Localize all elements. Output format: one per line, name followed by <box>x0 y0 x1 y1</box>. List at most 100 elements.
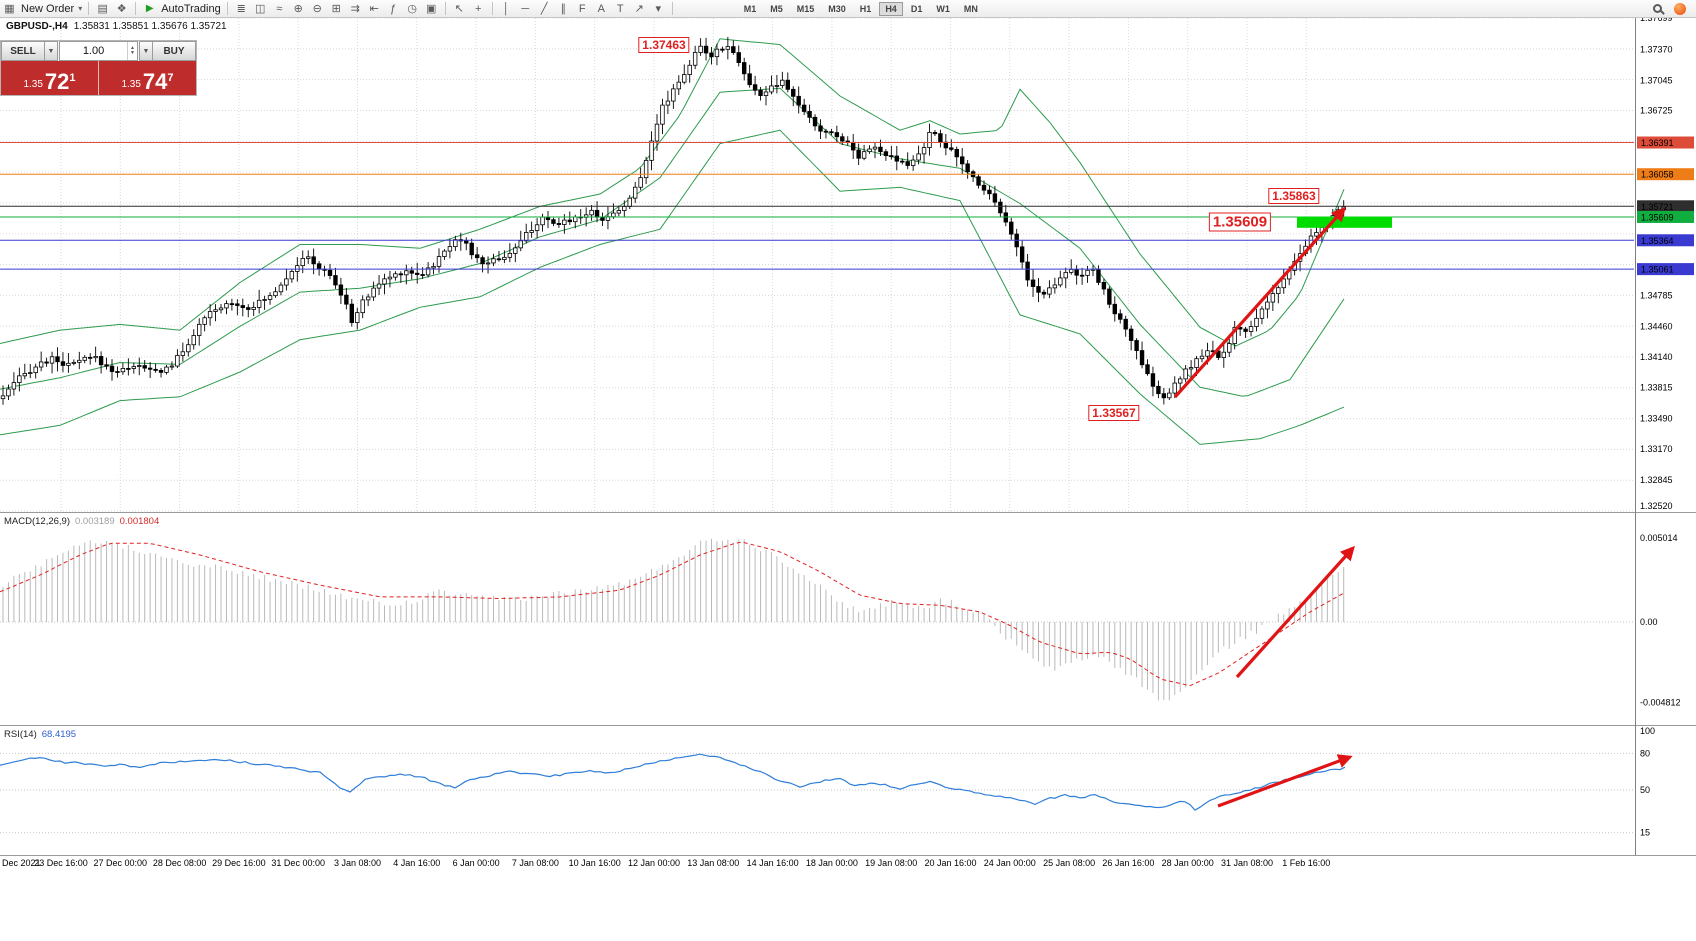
timeframe-m15-button[interactable]: M15 <box>791 2 821 16</box>
chart-shift-icon[interactable]: ⇤ <box>369 3 379 15</box>
svg-text:1.37045: 1.37045 <box>1640 75 1673 85</box>
autotrading-icon[interactable]: ▶ <box>145 3 154 14</box>
svg-text:0.005014: 0.005014 <box>1640 533 1678 543</box>
fibonacci-icon[interactable]: F <box>578 2 586 15</box>
objects-dropdown-icon[interactable]: ▾ <box>655 3 661 15</box>
buy-price-big: 74 <box>142 69 168 94</box>
line-chart-icon[interactable]: ≈ <box>276 2 283 15</box>
ohlc-values: 1.35831 1.35851 1.35676 1.35721 <box>73 21 227 32</box>
templates-icon[interactable]: ▣ <box>426 3 437 15</box>
timeframe-m30-button[interactable]: M30 <box>822 2 852 16</box>
trend-arrows[interactable] <box>1173 206 1355 808</box>
bar-chart-icon[interactable]: ≣ <box>236 3 246 15</box>
cursor-icon[interactable]: ↖ <box>454 3 464 15</box>
equidistant-channel-icon[interactable]: ∥ <box>560 3 566 15</box>
zoom-in-icon[interactable]: ⊕ <box>293 3 303 15</box>
volume-input[interactable] <box>60 42 128 60</box>
price-label-1.33567[interactable]: 1.33567 <box>1088 405 1140 421</box>
svg-text:23 Dec 16:00: 23 Dec 16:00 <box>34 858 88 868</box>
macd-signal-value: 0.001804 <box>119 516 160 527</box>
volume-spinner[interactable]: ▲ ▼ <box>127 42 137 60</box>
trend-arrow-macd <box>1235 545 1355 679</box>
vertical-line-icon[interactable]: │ <box>502 2 510 15</box>
sell-button[interactable]: SELL <box>1 41 45 61</box>
one-click-trading-panel: SELL ▼ ▲▼ ▼ BUY 1.35 72 1 1.35 74 7 <box>0 40 197 96</box>
timeframe-mn-button[interactable]: MN <box>958 2 984 16</box>
svg-text:1.34140: 1.34140 <box>1640 352 1673 362</box>
price-badge-1.36391 <box>1637 136 1694 149</box>
bb-middle <box>0 87 1345 397</box>
svg-text:15: 15 <box>1640 828 1650 838</box>
indicators-icon[interactable]: ƒ <box>390 2 397 15</box>
svg-text:1.32520: 1.32520 <box>1640 501 1673 511</box>
svg-text:3 Jan 08:00: 3 Jan 08:00 <box>334 858 381 868</box>
periods-icon[interactable]: ◷ <box>407 3 418 15</box>
svg-text:6 Jan 00:00: 6 Jan 00:00 <box>453 858 500 868</box>
svg-text:28 Dec 08:00: 28 Dec 08:00 <box>153 858 207 868</box>
toolbar-separator <box>226 2 228 15</box>
svg-text:1.37370: 1.37370 <box>1640 44 1673 54</box>
sell-price-button[interactable]: 1.35 72 1 <box>1 61 99 95</box>
zoom-out-icon[interactable]: ⊖ <box>312 3 322 15</box>
timeframe-m1-button[interactable]: M1 <box>738 2 763 16</box>
price-axis[interactable]: 1.37699 1.37370 1.37045 1.36725 1.34785 1.344… <box>1637 13 1694 511</box>
candlestick-chart-icon[interactable]: ◫ <box>255 3 266 15</box>
svg-text:13 Jan 08:00: 13 Jan 08:00 <box>687 858 739 868</box>
search-icon[interactable] <box>1653 4 1662 13</box>
svg-text:27 Dec 00:00: 27 Dec 00:00 <box>94 858 148 868</box>
price-label-1.35863[interactable]: 1.35863 <box>1268 188 1320 204</box>
horizontal-line-icon[interactable]: ─ <box>521 2 530 15</box>
macd-signal-line <box>0 541 1345 687</box>
toolbar-separator <box>88 2 90 15</box>
timeframe-h4-button[interactable]: H4 <box>879 1 903 16</box>
svg-text:1.35061: 1.35061 <box>1641 265 1674 275</box>
rsi-line <box>0 753 1346 811</box>
tile-windows-icon[interactable]: ⊞ <box>331 3 341 15</box>
svg-text:10 Jan 16:00: 10 Jan 16:00 <box>569 858 621 868</box>
price-label-1.35609[interactable]: 1.35609 <box>1208 212 1272 232</box>
timeframe-d1-button[interactable]: D1 <box>905 2 929 16</box>
auto-scroll-icon[interactable]: ⇉ <box>350 3 360 15</box>
arrows-icon[interactable]: ↗ <box>634 3 644 15</box>
text-icon[interactable]: A <box>597 2 605 15</box>
buy-price-small: 1.35 <box>121 79 141 90</box>
sell-options-caret-icon[interactable]: ▼ <box>45 41 58 61</box>
price-badge-1.36058 <box>1637 168 1694 181</box>
trendline-icon[interactable]: ╱ <box>540 3 548 15</box>
bb-upper <box>0 38 1345 347</box>
svg-text:25 Jan 08:00: 25 Jan 08:00 <box>1043 858 1095 868</box>
new-order-button[interactable]: New Order <box>21 2 75 15</box>
svg-text:1.36391: 1.36391 <box>1641 138 1674 148</box>
svg-text:12 Jan 00:00: 12 Jan 00:00 <box>628 858 680 868</box>
new-order-icon[interactable]: ▦ <box>4 3 15 15</box>
buy-options-caret-icon[interactable]: ▼ <box>139 41 152 61</box>
new-order-caret-icon[interactable]: ▾ <box>78 4 83 13</box>
crosshair-icon[interactable]: + <box>475 2 482 15</box>
supply-zone-rectangle[interactable] <box>1297 216 1392 228</box>
timeframe-h1-button[interactable]: H1 <box>854 2 878 16</box>
buy-button[interactable]: BUY <box>152 41 196 61</box>
toolbar-separator <box>444 2 446 15</box>
panel-frames <box>0 18 1696 856</box>
timeframe-m5-button[interactable]: M5 <box>764 2 789 16</box>
sell-price-big: 72 <box>44 69 70 94</box>
svg-text:20 Jan 16:00: 20 Jan 16:00 <box>924 858 976 868</box>
autotrading-button[interactable]: AutoTrading <box>161 2 221 15</box>
buy-price-button[interactable]: 1.35 74 7 <box>99 61 196 95</box>
svg-text:31 Jan 08:00: 31 Jan 08:00 <box>1221 858 1273 868</box>
svg-text:50: 50 <box>1640 785 1650 795</box>
community-status-icon[interactable] <box>1674 2 1686 15</box>
indicator-axes[interactable]: 0.005014 0.00 -0.004812 100 80 50 15 <box>1640 533 1681 838</box>
text-label-icon[interactable]: T <box>616 2 624 15</box>
price-label-1.37463[interactable]: 1.37463 <box>638 37 690 53</box>
timeframe-w1-button[interactable]: W1 <box>930 2 956 16</box>
market-watch-icon[interactable]: ▤ <box>97 3 108 15</box>
trend-arrow-rsi <box>1217 754 1353 808</box>
horizontal-lines[interactable] <box>0 142 1634 270</box>
navigator-icon[interactable]: ❖ <box>116 3 127 15</box>
svg-text:4 Jan 16:00: 4 Jan 16:00 <box>393 858 440 868</box>
svg-text:1.33170: 1.33170 <box>1640 444 1673 454</box>
toolbar-separator <box>135 2 137 15</box>
